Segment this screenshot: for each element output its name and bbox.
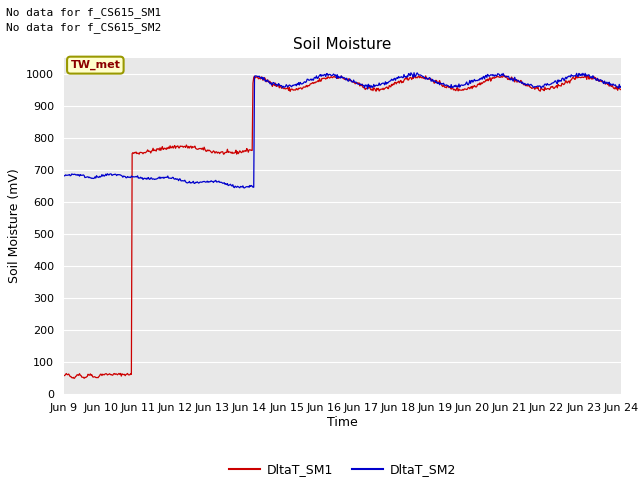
DltaT_SM2 bbox=[428, 78, 436, 84]
DltaT_SM2 bbox=[70, 171, 78, 177]
Text: TW_met: TW_met bbox=[70, 60, 120, 70]
Y-axis label: Soil Moisture (mV): Soil Moisture (mV) bbox=[8, 168, 20, 283]
DltaT_SM1 bbox=[214, 149, 222, 155]
DltaT_SM1 bbox=[617, 87, 625, 93]
Title: Soil Moisture: Soil Moisture bbox=[293, 37, 392, 52]
DltaT_SM1 bbox=[428, 76, 435, 82]
DltaT_SM1 bbox=[185, 144, 193, 149]
DltaT_SM2 bbox=[184, 180, 192, 186]
Legend: DltaT_SM1, DltaT_SM2: DltaT_SM1, DltaT_SM2 bbox=[224, 458, 461, 480]
Line: DltaT_SM2: DltaT_SM2 bbox=[64, 72, 621, 188]
DltaT_SM1 bbox=[71, 375, 79, 381]
DltaT_SM2 bbox=[412, 74, 419, 80]
Line: DltaT_SM1: DltaT_SM1 bbox=[64, 75, 621, 378]
DltaT_SM2 bbox=[214, 179, 221, 185]
DltaT_SM2 bbox=[241, 185, 248, 191]
DltaT_SM1 bbox=[411, 74, 419, 80]
DltaT_SM1 bbox=[128, 151, 136, 156]
DltaT_SM2 bbox=[60, 173, 68, 179]
X-axis label: Time: Time bbox=[327, 416, 358, 429]
Text: No data for f_CS615_SM2: No data for f_CS615_SM2 bbox=[6, 22, 162, 33]
DltaT_SM2 bbox=[410, 70, 418, 75]
DltaT_SM1 bbox=[60, 373, 68, 379]
DltaT_SM1 bbox=[70, 375, 78, 381]
DltaT_SM2 bbox=[127, 173, 135, 179]
DltaT_SM1 bbox=[500, 72, 508, 78]
DltaT_SM2 bbox=[617, 84, 625, 89]
Text: No data for f_CS615_SM1: No data for f_CS615_SM1 bbox=[6, 7, 162, 18]
